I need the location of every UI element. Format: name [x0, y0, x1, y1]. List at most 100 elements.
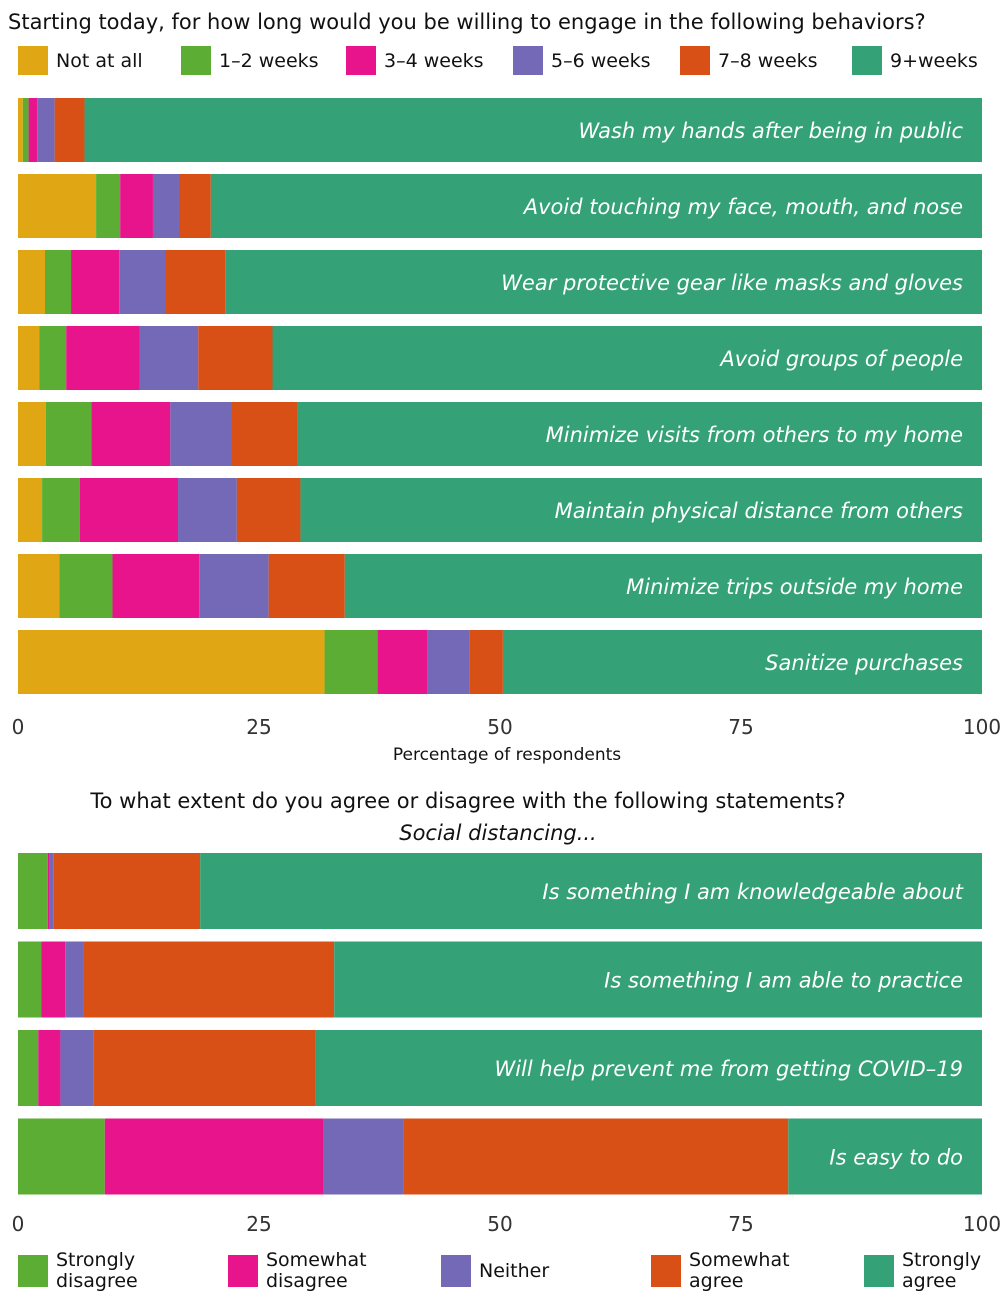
x-axis: 0 25 50 75 100 [12, 1212, 1001, 1236]
bar-segment [112, 554, 200, 618]
bar-label: Wear protective gear like masks and glov… [501, 271, 963, 295]
bar-segment [469, 630, 503, 694]
legend-swatch [651, 1255, 681, 1287]
bar-segment [300, 478, 982, 542]
bar-segment [178, 478, 237, 542]
legend-label: Strongly [56, 1249, 135, 1271]
bar-segment [42, 478, 80, 542]
x-tick-label: 50 [487, 715, 512, 739]
bar-segment [96, 174, 121, 238]
bar-segment [18, 630, 325, 694]
legend-label: agree [689, 1270, 743, 1292]
x-tick-label: 100 [963, 715, 1001, 739]
legend-swatch [18, 46, 48, 75]
bar-segment [91, 402, 171, 466]
bar-label: Minimize visits from others to my home [546, 423, 963, 447]
bar-segment [83, 941, 335, 1018]
bar-segment [18, 941, 42, 1018]
bar-segment [79, 478, 179, 542]
bar-segment [53, 853, 201, 929]
bar-segment [41, 941, 66, 1018]
bar-segment [49, 853, 54, 929]
x-tick-label: 0 [12, 715, 25, 739]
bar-segment [22, 98, 29, 162]
x-tick-label: 25 [246, 715, 271, 739]
bar-label: Maintain physical distance from others [555, 499, 963, 523]
legend: Not at all 1–2 weeks 3–4 weeks 5–6 weeks 7–8… [18, 46, 978, 75]
legend-swatch [513, 46, 543, 75]
bar-segment [47, 853, 50, 929]
bar-segment [66, 326, 140, 390]
bar-segment [119, 250, 166, 314]
bar-segment [18, 250, 45, 314]
bar-segment [225, 250, 982, 314]
bar-label: Avoid groups of people [718, 347, 963, 371]
bar-segment [39, 326, 67, 390]
bar-segment [323, 1118, 404, 1195]
bar-segment [65, 941, 84, 1018]
bar-segment [152, 174, 179, 238]
bar-segment [104, 1118, 324, 1195]
legend-swatch [18, 1255, 48, 1287]
chart-agreement-statements: To what extent do you agree or disagree … [12, 789, 1001, 1292]
x-tick-label: 75 [728, 1212, 753, 1236]
bar-segment [59, 554, 113, 618]
x-tick-label: 0 [12, 1212, 25, 1236]
legend-label: 9+weeks [890, 50, 978, 72]
x-axis: 0 25 50 75 100 [12, 715, 1001, 739]
bar-segment [18, 1030, 39, 1106]
legend-label: agree [902, 1270, 956, 1292]
bar-segment [403, 1118, 789, 1195]
bar-segment [210, 174, 983, 238]
bar-segment [38, 1030, 61, 1106]
bar-segment [334, 941, 982, 1018]
legend-swatch [852, 46, 882, 75]
legend-swatch [864, 1255, 894, 1287]
legend-label: 5–6 weeks [551, 50, 651, 72]
bar-segment [200, 853, 983, 929]
chart-subtitle: Social distancing... [399, 821, 597, 845]
bar-segment [502, 630, 982, 694]
bar-segment [315, 1030, 983, 1106]
bar-label: Avoid touching my face, mouth, and nose [522, 195, 963, 219]
bar-segment [427, 630, 470, 694]
bar-segment [45, 402, 92, 466]
bar-segment [18, 554, 60, 618]
bar-segment [44, 250, 72, 314]
bar-label: Is something I am able to practice [604, 969, 963, 993]
bar-segment [377, 630, 428, 694]
legend-label: disagree [266, 1270, 348, 1292]
bar-label: Is easy to do [829, 1146, 963, 1170]
x-tick-label: 25 [246, 1212, 271, 1236]
bar-segment [236, 478, 301, 542]
legend-label: Somewhat [266, 1249, 367, 1271]
bar-segment [18, 402, 46, 466]
x-axis-label: Percentage of respondents [393, 745, 621, 765]
bar-segment [18, 174, 97, 238]
bar-segment [84, 98, 983, 162]
bar-segment [178, 174, 211, 238]
legend-label: Not at all [56, 50, 143, 72]
bar-segment [788, 1118, 982, 1195]
legend-swatch [346, 46, 376, 75]
legend-label: 7–8 weeks [718, 50, 818, 72]
legend-label: Somewhat [689, 1249, 790, 1271]
x-tick-label: 75 [728, 715, 753, 739]
bar-segment [60, 1030, 94, 1106]
bar-label: Wash my hands after being in public [578, 119, 963, 143]
bar-segment [199, 554, 269, 618]
x-tick-label: 100 [963, 1212, 1001, 1236]
legend-label: 1–2 weeks [219, 50, 319, 72]
chart-title: To what extent do you agree or disagree … [89, 789, 845, 813]
bar-segment [268, 554, 345, 618]
bar-segment [344, 554, 982, 618]
legend-swatch [181, 46, 211, 75]
bar-segment [37, 98, 55, 162]
bar-segment [18, 326, 40, 390]
bar-label: Sanitize purchases [765, 651, 963, 675]
bar-segment [165, 250, 226, 314]
bar-area: Wash my hands after being in public Avoid… [18, 98, 983, 694]
bar-segment [18, 478, 43, 542]
